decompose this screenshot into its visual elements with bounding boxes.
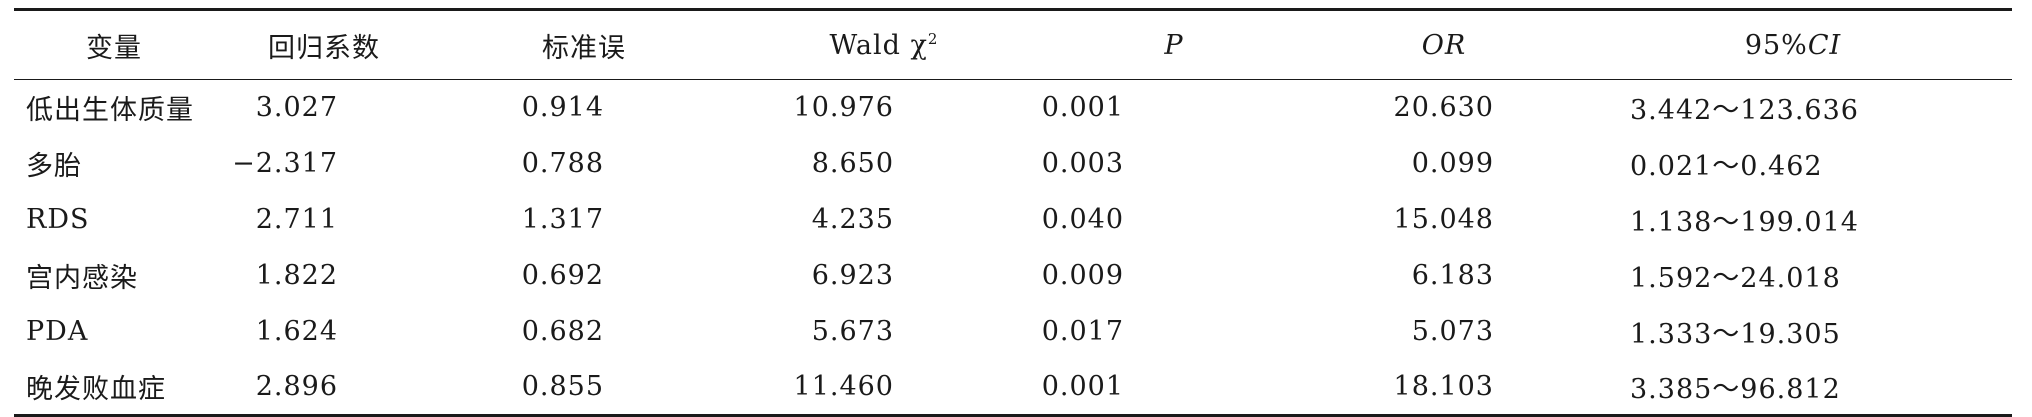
table-row: PDA 1.624 0.682 5.673 0.017 5.073 1.333～19.305 [14,304,2012,360]
regression-table-container: 变量 回归系数 标准误 Wald χ2 P OR 95%CI 低出生体质量 3.0… [14,8,2012,417]
header-wald-text: Wald χ [829,29,928,61]
cell-confidence-interval: 1.333～19.305 [1630,319,1841,350]
header-wald-chi2: Wald χ2 [734,8,1034,80]
cell-confidence-interval: 3.385～96.812 [1574,359,2012,417]
cell-standard-error: 1.317 [521,204,604,235]
cell-wald: 8.650 [811,148,894,179]
header-coefficient: 回归系数 [214,8,434,80]
cell-odds-ratio: 5.073 [1411,316,1494,347]
cell-p-value: 0.001 [1034,359,1314,417]
cell-variable: PDA [26,316,89,347]
cell-standard-error: 0.914 [521,92,604,124]
table-row: 多胎 −2.317 0.788 8.650 0.003 0.099 0.021～0.462 [14,136,2012,192]
cell-wald: 5.673 [811,316,894,347]
cell-p-value: 0.003 [1041,148,1124,179]
cell-variable: 宫内感染 [26,263,138,294]
cell-wald: 10.976 [793,92,894,124]
header-row: 变量 回归系数 标准误 Wald χ2 P OR 95%CI [14,8,2012,80]
header-ci-percent: 95% [1744,29,1808,61]
cell-confidence-interval: 1.592～24.018 [1630,263,1841,294]
header-variable: 变量 [14,8,214,80]
cell-variable: 多胎 [26,151,82,182]
cell-coefficient: 1.822 [255,260,338,291]
table-row: 宫内感染 1.822 0.692 6.923 0.009 6.183 1.592～24.01… [14,248,2012,304]
cell-coefficient: 1.624 [255,316,338,347]
cell-wald: 11.460 [734,359,1034,417]
cell-variable: 晚发败血症 [14,359,214,417]
cell-confidence-interval: 1.138～199.014 [1630,207,1859,238]
header-confidence-interval: 95%CI [1574,8,2012,80]
cell-p-value: 0.009 [1041,260,1124,291]
logistic-regression-table: 变量 回归系数 标准误 Wald χ2 P OR 95%CI 低出生体质量 3.0… [14,8,2012,417]
cell-p-value: 0.040 [1041,204,1124,235]
cell-wald: 6.923 [811,260,894,291]
cell-confidence-interval: 3.442～123.636 [1630,95,1859,127]
cell-coefficient: 3.027 [255,92,338,124]
cell-odds-ratio: 15.048 [1393,204,1494,235]
cell-odds-ratio: 0.099 [1411,148,1494,179]
header-standard-error: 标准误 [434,8,734,80]
cell-p-value: 0.001 [1041,92,1124,124]
cell-odds-ratio: 18.103 [1314,359,1574,417]
table-row: 晚发败血症 2.896 0.855 11.460 0.001 18.103 3.385～96… [14,359,2012,417]
cell-variable: RDS [26,204,90,235]
cell-standard-error: 0.682 [521,316,604,347]
cell-odds-ratio: 6.183 [1411,260,1494,291]
cell-standard-error: 0.788 [521,148,604,179]
cell-coefficient: 2.711 [255,204,338,235]
table-row: RDS 2.711 1.317 4.235 0.040 15.048 1.138～199.0… [14,192,2012,248]
header-ci-label: CI [1807,29,1842,61]
cell-coefficient: 2.896 [214,359,434,417]
header-p-value: P [1034,8,1314,80]
table-row: 低出生体质量 3.027 0.914 10.976 0.001 20.630 3.442～1… [14,80,2012,136]
cell-confidence-interval: 0.021～0.462 [1630,151,1823,182]
cell-coefficient: −2.317 [232,148,338,179]
cell-p-value: 0.017 [1041,316,1124,347]
cell-wald: 4.235 [811,204,894,235]
header-odds-ratio: OR [1314,8,1574,80]
header-wald-superscript: 2 [927,29,939,48]
cell-odds-ratio: 20.630 [1393,92,1494,124]
cell-variable: 低出生体质量 [26,95,194,127]
cell-standard-error: 0.855 [434,359,734,417]
cell-standard-error: 0.692 [521,260,604,291]
